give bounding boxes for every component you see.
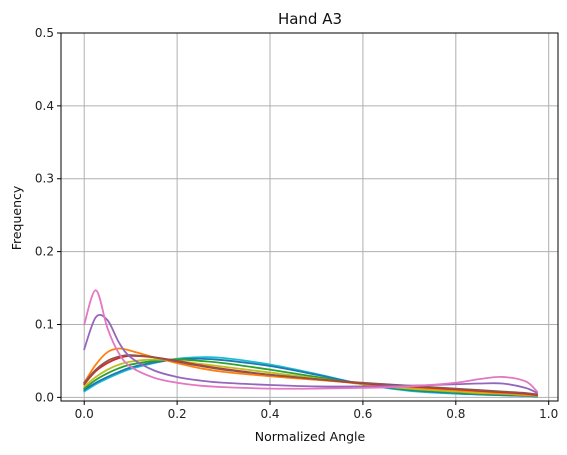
y-axis-label: Frequency — [9, 185, 24, 250]
y-tick-label: 0.4 — [35, 99, 54, 113]
y-tick-label: 0.1 — [35, 317, 54, 331]
x-tick-label: 0.4 — [260, 407, 279, 421]
x-axis: 0.0 0.2 0.4 0.6 0.8 1.0 — [75, 401, 558, 421]
series-layer — [83, 289, 538, 398]
series-line-8 — [83, 313, 538, 394]
x-tick-label: 1.0 — [539, 407, 558, 421]
y-axis: 0.0 0.1 0.2 0.3 0.4 0.5 — [35, 26, 61, 404]
x-tick-label: 0.8 — [446, 407, 465, 421]
chart-title: Hand A3 — [278, 10, 342, 28]
x-tick-label: 0.6 — [353, 407, 372, 421]
grid — [61, 32, 558, 401]
y-tick-label: 0.0 — [35, 390, 54, 404]
plot-frame — [60, 32, 559, 402]
x-tick-label: 0.0 — [75, 407, 94, 421]
series-line-7 — [83, 354, 538, 396]
y-tick-label: 0.5 — [35, 26, 54, 40]
series-line-4 — [83, 358, 538, 397]
x-tick-label: 0.2 — [168, 407, 187, 421]
x-axis-label: Normalized Angle — [255, 429, 366, 444]
y-tick-label: 0.3 — [35, 172, 54, 186]
y-tick-label: 0.2 — [35, 245, 54, 259]
series-line-9 — [83, 289, 538, 393]
